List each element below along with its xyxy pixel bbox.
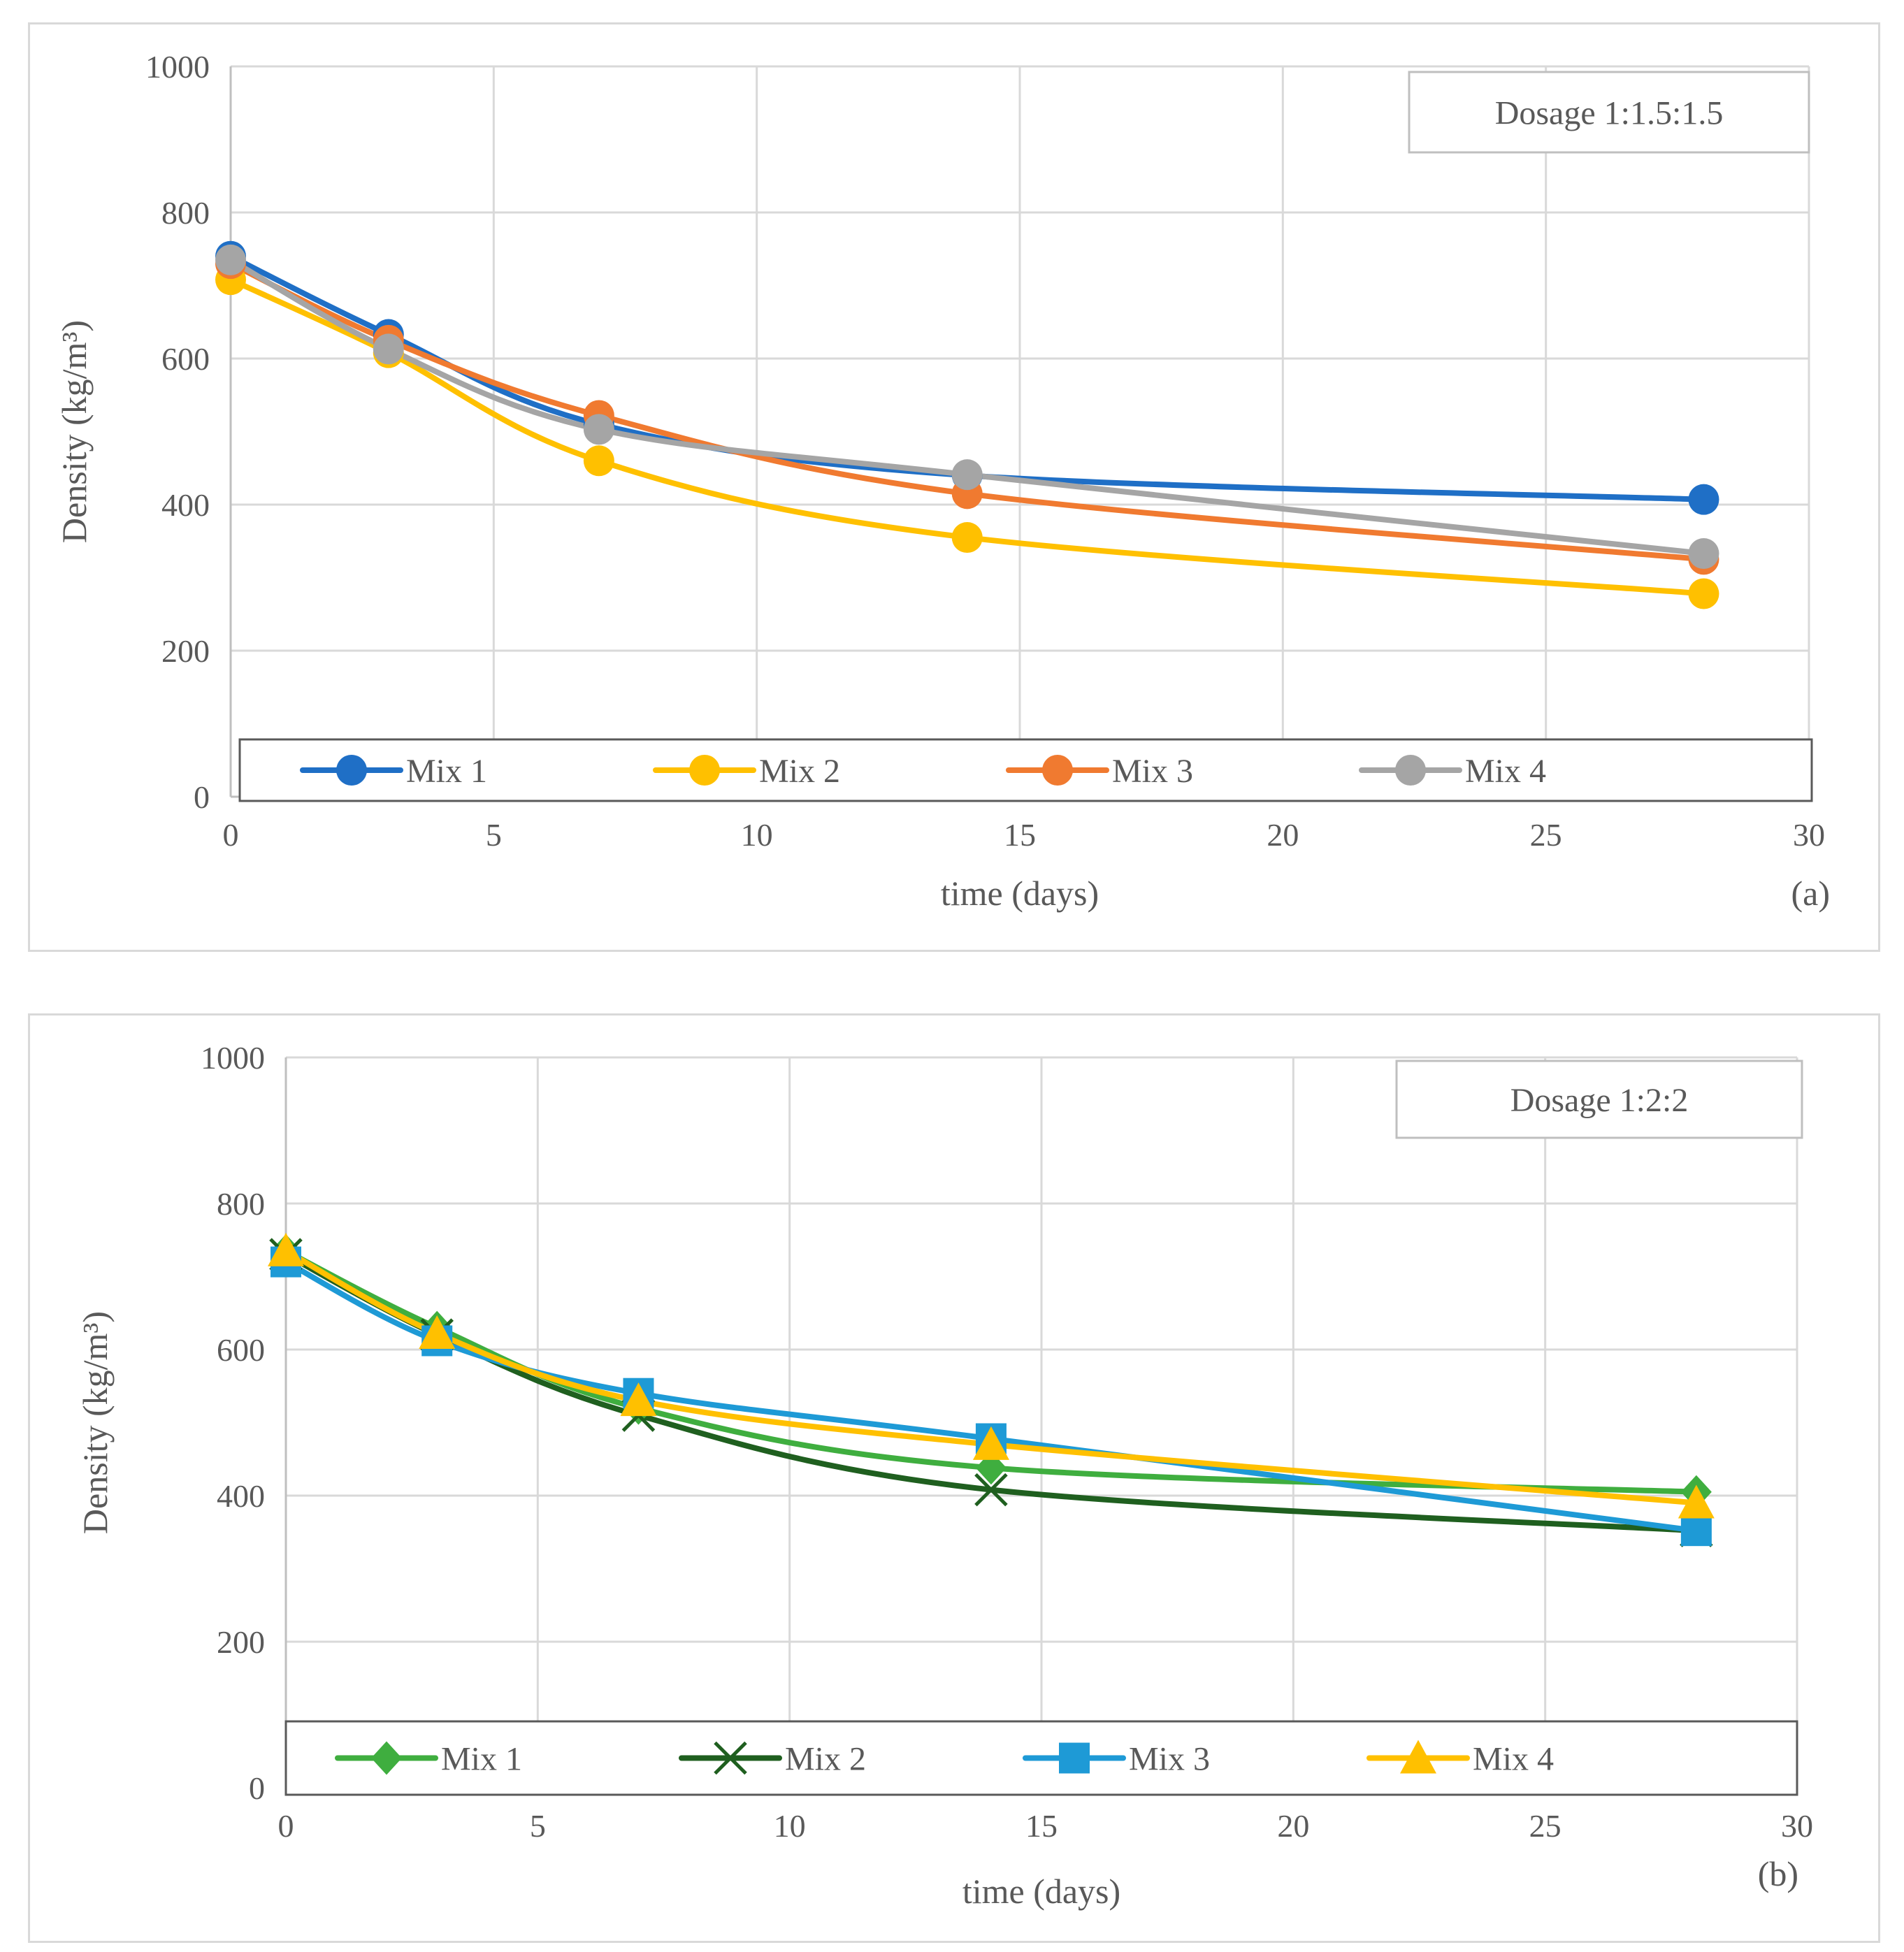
x-axis-title: time (days) [962,1872,1120,1911]
data-point-mix-4 [373,333,404,365]
data-point-mix-4 [419,1315,456,1350]
y-tick-label: 200 [161,633,210,669]
data-point-mix-2 [951,522,983,554]
y-tick-label: 600 [217,1332,265,1368]
y-tick-label: 600 [161,341,210,377]
data-point-mix-4 [972,1426,1009,1460]
series-line-3 [228,261,1707,563]
x-tick-label: 15 [1004,817,1036,853]
y-tick-label: 800 [217,1186,265,1222]
dosage-box [1408,71,1810,154]
legend-marker-mix-4 [1400,1740,1436,1774]
x-tick-label: 5 [530,1808,546,1844]
legend-marker-mix-2 [714,1741,747,1775]
y-tick-label: 0 [194,779,210,815]
legend-marker-mix-4 [1395,755,1426,786]
y-tick-label: 400 [161,487,210,523]
legend-marker-mix-2 [689,755,720,786]
chart-panel-a: 0 200 400 600 800 1000 0 5 10 15 20 25 30 time (days)… [28,22,1880,952]
x-tick-label: 30 [1793,817,1825,853]
data-point-mix-4 [951,459,983,491]
data-point-mix-4 [1678,1484,1715,1519]
x-tick-label: 20 [1267,817,1299,853]
chart-a-svg: 0 200 400 600 800 1000 0 5 10 15 20 25 30 time (days)… [55,49,1831,913]
legend-label-mix-1: Mix 1 [406,753,487,790]
data-point-mix-4 [268,1232,304,1266]
chart-b-svg: 0 200 400 600 800 1000 0 5 10 15 20 25 30 time (days)… [75,1040,1813,1911]
data-point-mix-4 [215,244,246,275]
legend-label-mix-3: Mix 3 [1129,1741,1210,1778]
x-tick-label: 5 [486,817,502,853]
data-point-mix-4 [620,1382,657,1417]
dosage-box [1395,1060,1803,1139]
legend-label-mix-4: Mix 4 [1465,753,1546,790]
x-axis-title: time (days) [941,874,1099,913]
series-line-4 [228,256,1707,557]
legend-label-mix-4: Mix 4 [1473,1741,1554,1778]
y-tick-label: 0 [249,1770,265,1806]
data-point-mix-3 [1680,1515,1712,1547]
dosage-label: Dosage 1:1.5:1.5 [1495,95,1724,132]
y-tick-label: 200 [217,1624,265,1660]
marker-x-stroke [974,1473,1008,1507]
legend-marker-mix-1 [336,755,367,786]
y-tick-label: 1000 [201,1040,265,1076]
data-point-mix-2 [1688,578,1719,609]
dosage-label: Dosage 1:2:2 [1510,1082,1689,1119]
legend-label-mix-1: Mix 1 [441,1741,522,1778]
x-tick-label: 20 [1277,1808,1309,1844]
x-tick-label: 10 [774,1808,806,1844]
x-tick-label: 30 [1781,1808,1813,1844]
y-tick-label: 800 [161,195,210,231]
y-axis-title: Density (kg/m³) [75,1311,115,1534]
panel-label: (b) [1758,1854,1798,1893]
x-tick-label: 25 [1529,1808,1562,1844]
data-point-mix-4 [1688,538,1719,570]
x-tick-label: 0 [223,817,239,853]
data-point-mix-1 [1688,484,1719,515]
data-point-mix-2 [583,445,614,477]
legend-marker-mix-3 [1042,755,1073,786]
x-tick-label: 10 [741,817,773,853]
legend-marker-mix-3 [1059,1742,1090,1774]
y-tick-label: 1000 [145,49,210,85]
panel-label: (a) [1791,874,1831,913]
x-tick-label: 0 [278,1808,294,1844]
legend-label-mix-2: Mix 2 [759,753,840,790]
y-axis-title: Density (kg/m³) [55,320,94,543]
legend-label-mix-3: Mix 3 [1112,753,1193,790]
x-tick-label: 25 [1530,817,1562,853]
marker-x-stroke [714,1741,747,1775]
chart-panel-b: 0 200 400 600 800 1000 0 5 10 15 20 25 30 time (days)… [28,1013,1880,1943]
data-point-mix-2 [974,1473,1008,1507]
legend-label-mix-2: Mix 2 [785,1741,866,1778]
x-tick-label: 15 [1025,1808,1058,1844]
legend-marker-mix-1 [371,1741,402,1775]
y-tick-label: 400 [217,1478,265,1514]
data-point-mix-4 [583,414,614,445]
